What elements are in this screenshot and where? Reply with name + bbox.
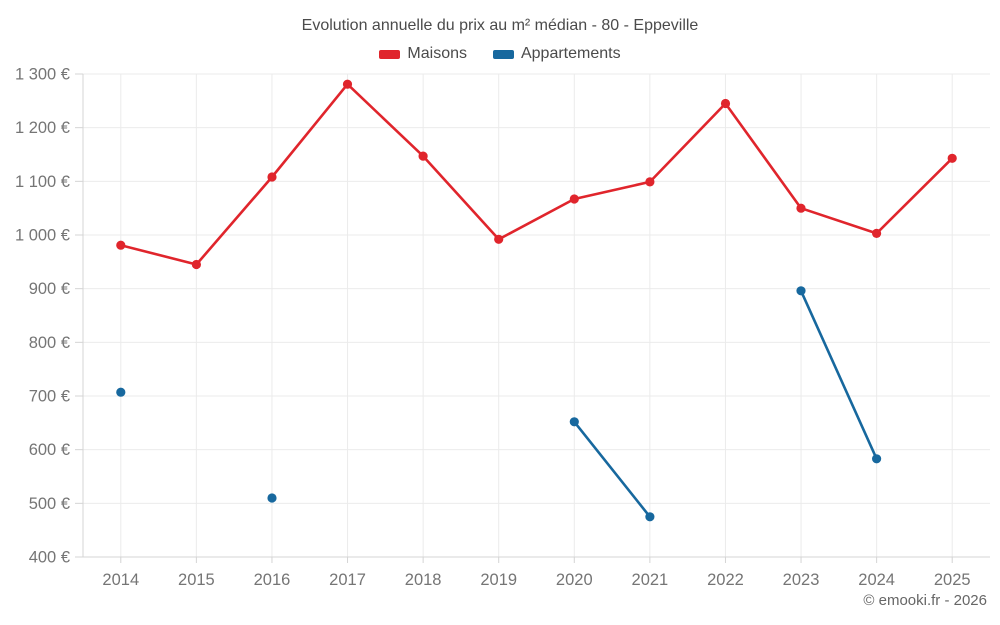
x-axis-tick-label: 2020 — [556, 571, 593, 589]
series-point-appartements-2021 — [645, 512, 655, 522]
series-point-appartements-2024 — [872, 454, 882, 464]
series-point-maisons-2024 — [872, 228, 882, 238]
chart-title: Evolution annuelle du prix au m² médian … — [301, 17, 699, 34]
y-axis-tick-label: 800 € — [29, 334, 70, 352]
y-axis-tick-label: 500 € — [29, 495, 70, 513]
series-point-maisons-2018 — [418, 151, 428, 161]
series-point-maisons-2021 — [645, 177, 655, 187]
x-axis-tick-label: 2025 — [934, 571, 971, 589]
y-axis-tick-label: 400 € — [29, 549, 70, 567]
x-axis-tick-label: 2021 — [632, 571, 669, 589]
series-point-appartements-2016 — [267, 493, 277, 503]
legend-label-appartements: Appartements — [520, 45, 621, 62]
legend-label-maisons: Maisons — [407, 45, 467, 62]
x-axis-tick-label: 2018 — [405, 571, 442, 589]
series-point-maisons-2017 — [342, 79, 353, 89]
legend-swatch-appartements — [492, 49, 514, 59]
x-axis-tick-label: 2015 — [178, 571, 215, 589]
legend-swatch-maisons — [379, 49, 401, 59]
series-point-maisons-2022 — [720, 98, 731, 109]
legend-item-maisons[interactable]: Maisons — [379, 45, 467, 63]
series-point-maisons-2025 — [947, 153, 957, 163]
series-point-appartements-2020 — [569, 417, 579, 427]
x-axis-tick-label: 2022 — [707, 571, 744, 589]
x-axis-tick-label: 2014 — [102, 571, 139, 589]
series-point-maisons-2016 — [267, 172, 277, 182]
series-line-appartements — [573, 289, 878, 519]
x-axis-tick-label: 2019 — [480, 571, 517, 589]
x-axis-tick-label: 2016 — [254, 571, 291, 589]
y-axis-tick-label: 900 € — [29, 280, 70, 298]
y-axis-tick-label: 1 000 € — [15, 227, 70, 245]
series-point-appartements-2023 — [796, 286, 806, 296]
series-point-maisons-2023 — [796, 203, 806, 213]
x-axis-tick-label: 2023 — [783, 571, 820, 589]
legend: Maisons Appartements — [0, 45, 1000, 63]
x-axis-tick-label: 2017 — [329, 571, 366, 589]
y-axis-tick-label: 600 € — [29, 441, 70, 459]
legend-item-appartements[interactable]: Appartements — [492, 45, 621, 63]
series-point-maisons-2015 — [191, 259, 201, 270]
series-point-maisons-2019 — [494, 234, 504, 244]
series-point-maisons-2014 — [116, 240, 126, 250]
x-axis-tick-label: 2024 — [858, 571, 895, 589]
series-point-maisons-2020 — [569, 194, 579, 204]
y-axis-tick-label: 700 € — [29, 388, 70, 406]
y-axis-tick-label: 1 100 € — [15, 173, 70, 191]
chart-footer: © emooki.fr - 2026 — [863, 592, 987, 609]
y-axis-tick-label: 1 300 € — [15, 66, 70, 84]
series-point-appartements-2014 — [116, 387, 126, 397]
series-line-maisons — [119, 82, 954, 266]
y-axis-tick-label: 1 200 € — [15, 119, 70, 137]
